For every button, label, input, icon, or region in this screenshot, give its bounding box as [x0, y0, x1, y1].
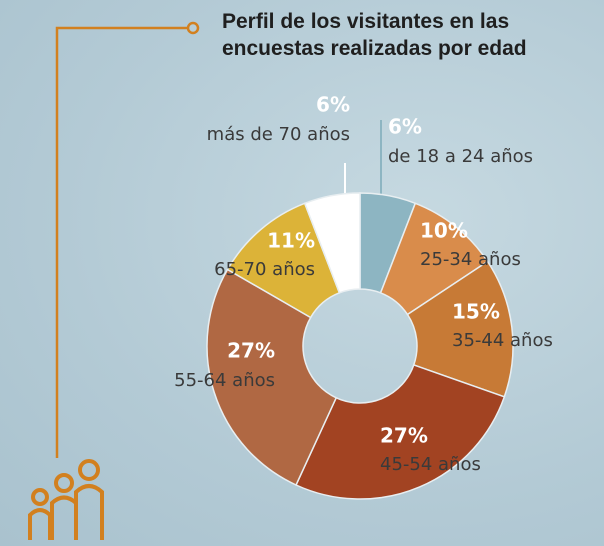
chart-title: Perfil de los visitantes en las encuesta… — [222, 10, 527, 60]
category-label: de 18 a 24 años — [388, 146, 533, 167]
category-label: 45-54 años — [380, 454, 481, 475]
category-label: 65-70 años — [214, 259, 315, 280]
donut-slice — [406, 260, 514, 398]
donut-slice — [295, 363, 506, 500]
category-label: 55-64 años — [174, 370, 275, 391]
category-label: 35-44 años — [452, 330, 553, 351]
decoration — [55, 21, 200, 458]
data-label: 15% — [452, 300, 500, 324]
data-label: 6% — [316, 93, 350, 117]
category-label: más de 70 años — [207, 124, 350, 145]
data-label: 6% — [388, 115, 422, 139]
donut-slice — [303, 192, 361, 294]
family-icon — [28, 459, 104, 540]
donut-slice — [206, 268, 338, 486]
data-label: 27% — [380, 424, 428, 448]
data-label: 10% — [420, 219, 468, 243]
category-label: 25-34 años — [420, 249, 521, 270]
data-label: 27% — [227, 339, 275, 363]
connector-dot — [186, 21, 200, 35]
connector-line — [55, 26, 188, 458]
data-label: 11% — [267, 229, 315, 253]
